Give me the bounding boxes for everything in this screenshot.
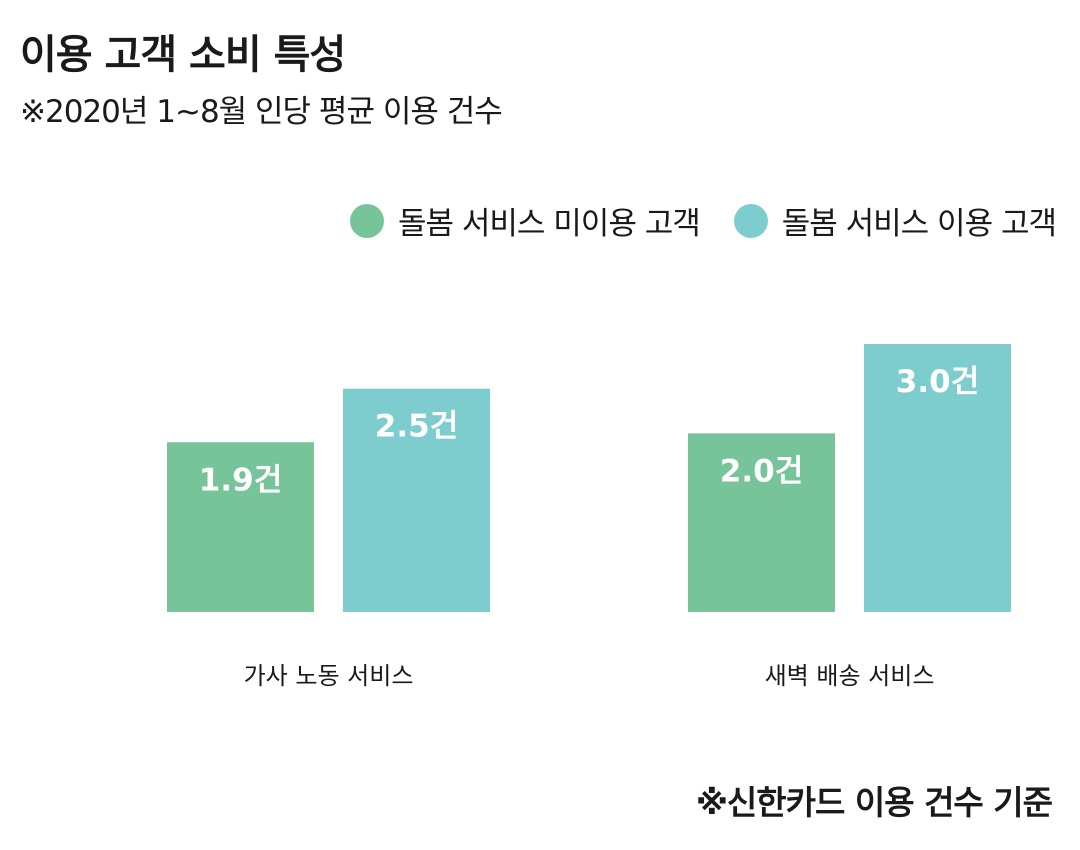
data-label-2-series1: 2.0건 [720,453,803,489]
bar-2-series1 [688,433,835,612]
bar-2-series2 [864,344,1011,612]
legend-swatch-series2 [733,203,768,238]
legend-label-series1: 돌봄 서비스 미이용 고객 [397,206,701,242]
category-label-1: 가사 노동 서비스 [244,662,414,690]
category-label-2: 새벽 배송 서비스 [765,662,935,690]
bar-1-series1 [167,442,314,612]
legend-item-series2: 돌봄 서비스 이용 고객 [733,198,1057,243]
legend-item-series1: 돌봄 서비스 미이용 고객 [349,198,701,243]
chart-title: 이용 고객 소비 특성 [20,32,346,78]
legend: 돌봄 서비스 미이용 고객 돌봄 서비스 이용 고객 [349,198,1057,243]
data-label-1-series1: 1.9건 [199,462,282,498]
legend-swatch-series1 [349,203,384,238]
bar-1-series2 [343,388,490,612]
legend-label-series2: 돌봄 서비스 이용 고객 [781,206,1057,242]
data-label-2-series2: 3.0건 [896,364,979,400]
data-label-1-series2: 2.5건 [375,409,458,445]
chart-subtitle: ※2020년 1~8월 인당 평균 이용 건수 [20,94,503,130]
source-footnote: ※신한카드 이용 건수 기준 [695,783,1053,822]
